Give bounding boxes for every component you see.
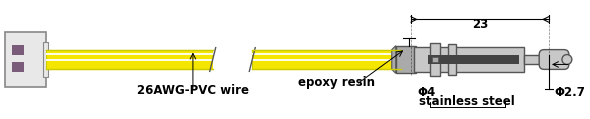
Bar [47, 53, 213, 55]
Bar [253, 53, 401, 55]
Bar [432, 57, 438, 62]
Bar [42, 42, 48, 77]
Bar [12, 62, 24, 72]
Text: epoxy resin: epoxy resin [298, 76, 375, 89]
Bar [253, 50, 401, 69]
FancyBboxPatch shape [539, 50, 569, 69]
Bar [253, 59, 401, 61]
Circle shape [562, 55, 572, 64]
Bar [213, 47, 253, 72]
Bar [47, 50, 213, 69]
Text: Φ4: Φ4 [418, 86, 436, 99]
Text: Φ2.7: Φ2.7 [554, 86, 585, 99]
Bar [448, 44, 456, 75]
Text: 26AWG-PVC wire: 26AWG-PVC wire [137, 84, 249, 97]
Bar [428, 55, 519, 64]
Polygon shape [392, 46, 396, 73]
Text: 23: 23 [471, 18, 488, 31]
Bar [12, 45, 24, 55]
Bar [414, 47, 525, 72]
Bar [396, 46, 415, 73]
Bar [47, 59, 213, 61]
Text: stainless steel: stainless steel [419, 95, 515, 109]
Bar [525, 55, 549, 64]
Bar [430, 43, 440, 76]
Bar [5, 32, 47, 87]
